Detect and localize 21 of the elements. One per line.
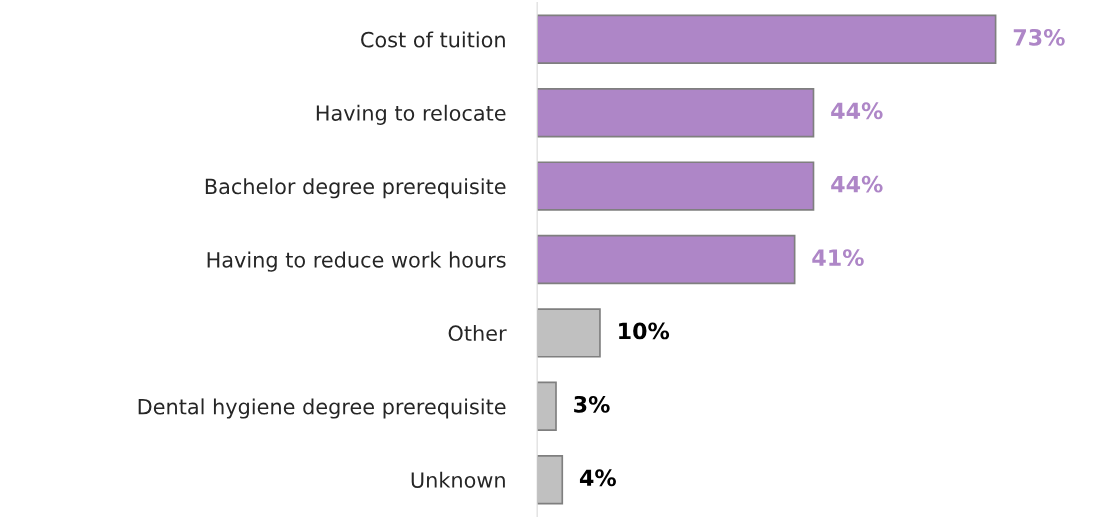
- bar: [537, 161, 815, 211]
- bar: [537, 308, 601, 358]
- y-tick-label: Having to reduce work hours: [207, 251, 506, 272]
- y-tick-label: Having to relocate: [316, 104, 506, 125]
- y-tick-label: Bachelor degree prerequisite: [205, 178, 506, 199]
- bar: [537, 455, 564, 505]
- y-tick-label: Other: [448, 324, 507, 342]
- y-tick-label: Cost of tuition: [361, 31, 505, 48]
- data-label: 73%: [1013, 28, 1065, 46]
- data-label: 10%: [619, 322, 670, 340]
- data-label: 4%: [579, 469, 616, 487]
- data-label: 44%: [831, 175, 883, 193]
- data-label: 44%: [831, 102, 883, 120]
- data-label: 41%: [812, 249, 864, 266]
- data-label: 3%: [574, 395, 610, 413]
- bar: [537, 14, 997, 64]
- y-tick-label: Unknown: [411, 471, 505, 488]
- bar: [537, 234, 796, 285]
- y-tick-label: Dental hygiene degree prerequisite: [138, 398, 506, 419]
- bar: [537, 381, 557, 431]
- bar: [537, 88, 815, 138]
